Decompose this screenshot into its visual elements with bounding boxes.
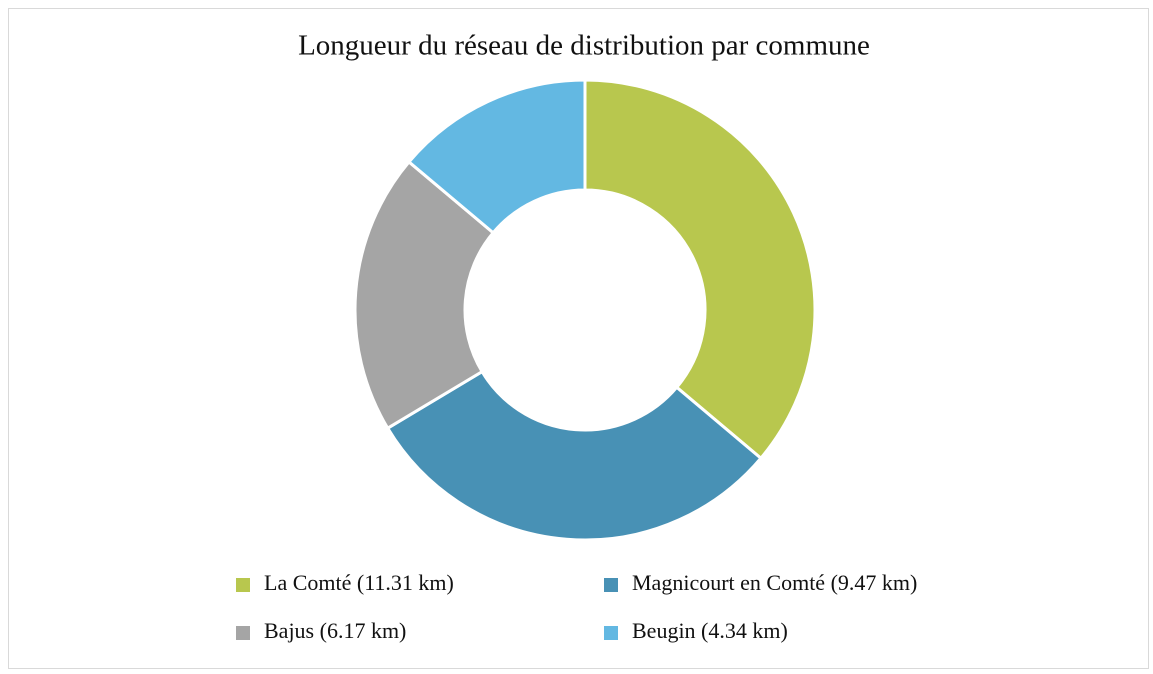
- legend-label: Magnicourt en Comté (9.47 km): [632, 570, 917, 595]
- legend-label: Bajus (6.17 km): [264, 618, 406, 643]
- donut-slice: [406, 78, 587, 235]
- legend-label: Beugin (4.34 km): [632, 618, 788, 643]
- legend-swatch: [236, 626, 250, 640]
- legend-swatch: [604, 578, 618, 592]
- legend-label: La Comté (11.31 km): [264, 570, 454, 595]
- legend-swatch: [236, 578, 250, 592]
- donut-slice: [583, 78, 817, 461]
- donut-slice: [353, 159, 496, 431]
- donut-slice: [385, 369, 763, 542]
- chart-title: Longueur du réseau de distribution par c…: [298, 30, 870, 62]
- legend-swatch: [604, 626, 618, 640]
